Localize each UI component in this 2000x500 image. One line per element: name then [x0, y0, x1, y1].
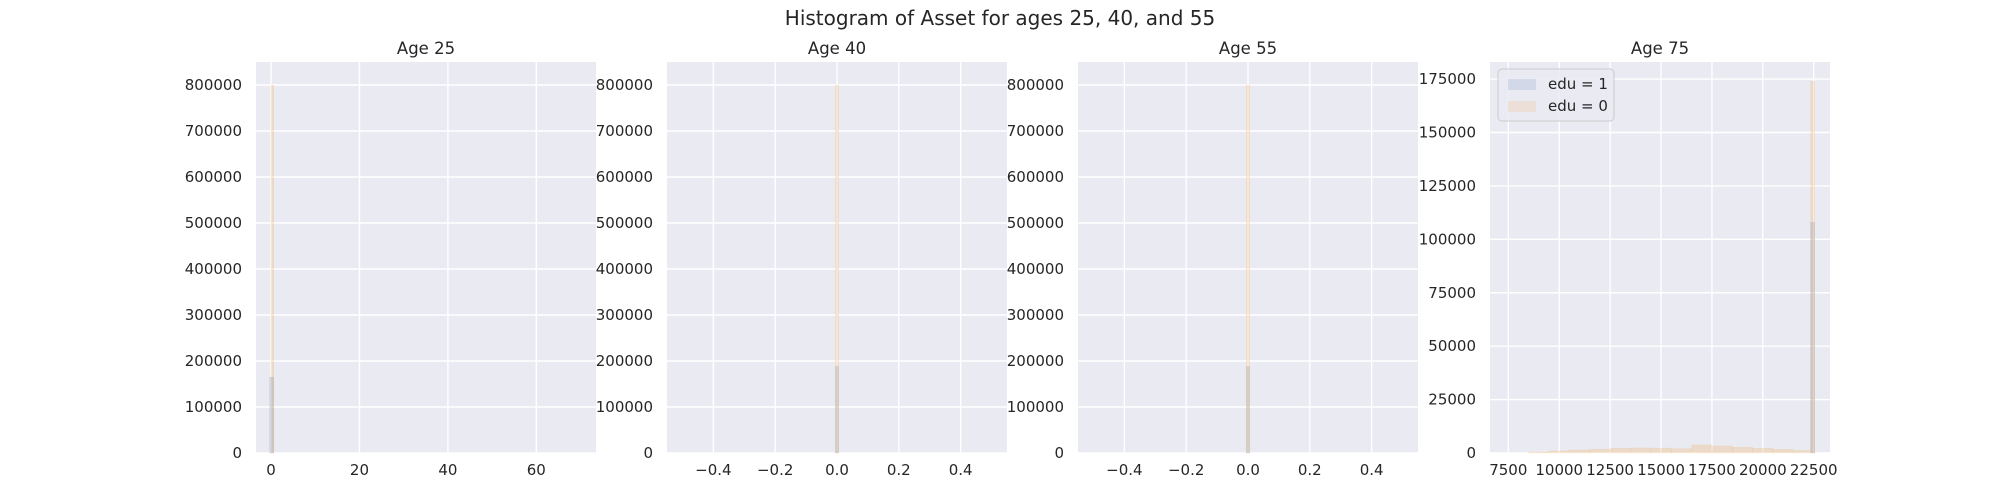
y-tick-label: 400000	[1007, 260, 1064, 278]
x-tick-label: 22500	[1790, 461, 1838, 479]
histogram-bar	[1793, 450, 1811, 454]
x-tick-label: 7500	[1489, 461, 1527, 479]
histogram-bar	[1589, 448, 1611, 454]
y-tick-label: 800000	[185, 76, 242, 94]
y-tick-label: 175000	[1419, 70, 1476, 88]
y-tick-label: 500000	[596, 214, 653, 232]
histogram-bar	[1732, 446, 1753, 454]
histogram-bar	[1752, 448, 1774, 454]
y-tick-label: 700000	[185, 122, 242, 140]
x-tick-label: 60	[527, 461, 546, 479]
y-tick-label: 200000	[1007, 352, 1064, 370]
subplot-4: 7500 10000 12500 15000 17500 20000 22500 0 25000…	[1419, 39, 1838, 479]
y-tick-label: 25000	[1428, 391, 1476, 409]
plot-area	[256, 62, 596, 453]
subplot-3: −0.4 −0.2 0.0 0.2 0.4 0 100000 200000 300000 4000…	[1007, 39, 1418, 479]
histogram-bar	[270, 84, 274, 454]
histogram-bar	[1528, 451, 1550, 454]
x-tick-label: 0.0	[1236, 461, 1260, 479]
y-tick-label: 200000	[596, 352, 653, 370]
y-tick-label: 300000	[1007, 306, 1064, 324]
y-tick-label: 125000	[1419, 177, 1476, 195]
subplot-title: Age 75	[1631, 39, 1689, 58]
x-tick-label: 0.0	[825, 461, 849, 479]
x-tick-label: 15000	[1637, 461, 1685, 479]
y-tick-label: 800000	[596, 76, 653, 94]
legend-label: edu = 0	[1548, 97, 1608, 115]
x-tick-label: 0.4	[949, 461, 973, 479]
y-tick-label: 100000	[1419, 230, 1476, 248]
histogram-bar	[1810, 221, 1815, 454]
legend-swatch	[1508, 79, 1536, 90]
histogram-bar	[269, 376, 274, 454]
y-tick-label: 0	[232, 444, 242, 462]
y-tick-label: 700000	[1007, 122, 1064, 140]
y-tick-label: 500000	[185, 214, 242, 232]
histogram-bar	[1810, 80, 1815, 454]
y-tick-label: 0	[1054, 444, 1064, 462]
histogram-bar	[1548, 450, 1570, 454]
x-tick-label: −0.2	[1168, 461, 1204, 479]
histogram-bar	[1569, 449, 1591, 454]
x-tick-label: 20	[350, 461, 369, 479]
y-tick-label: 400000	[185, 260, 242, 278]
x-tick-label: 0.2	[887, 461, 911, 479]
subplot-2: −0.4 −0.2 0.0 0.2 0.4 0 100000 200000 300000 4000…	[596, 39, 1007, 479]
y-tick-label: 100000	[185, 398, 242, 416]
x-tick-label: −0.4	[1106, 461, 1142, 479]
y-tick-label: 300000	[596, 306, 653, 324]
legend: edu = 1 edu = 0	[1497, 68, 1615, 122]
x-tick-label: −0.2	[757, 461, 793, 479]
legend-box	[1497, 68, 1615, 122]
y-tick-label: 500000	[1007, 214, 1064, 232]
y-tick-label: 100000	[596, 398, 653, 416]
x-tick-label: 10000	[1535, 461, 1583, 479]
y-tick-label: 800000	[1007, 76, 1064, 94]
y-tick-label: 0	[643, 444, 653, 462]
x-tick-label: 20000	[1739, 461, 1787, 479]
y-tick-label: 0	[1466, 444, 1476, 462]
x-tick-label: 17500	[1688, 461, 1736, 479]
y-tick-label: 200000	[185, 352, 242, 370]
y-tick-label: 50000	[1428, 337, 1476, 355]
x-tick-label: 40	[438, 461, 457, 479]
subplot-title: Age 40	[808, 39, 866, 58]
y-tick-label: 400000	[596, 260, 653, 278]
histogram-bar	[835, 84, 839, 454]
y-tick-label: 600000	[185, 168, 242, 186]
y-tick-label: 100000	[1007, 398, 1064, 416]
histogram-bar	[1650, 447, 1672, 454]
histogram-bar	[1711, 445, 1733, 454]
x-tick-label: 0	[266, 461, 276, 479]
legend-swatch	[1508, 101, 1536, 112]
y-tick-label: 300000	[185, 306, 242, 324]
y-tick-label: 600000	[1007, 168, 1064, 186]
histogram-bar	[1772, 449, 1794, 454]
histogram-bar	[835, 366, 839, 454]
subplot-1: 0 20 40 60 0 100000 200000 300000 400000 500000 60…	[185, 39, 596, 479]
histogram-bar	[1246, 84, 1250, 454]
x-tick-label: 0.4	[1360, 461, 1384, 479]
y-tick-label: 700000	[596, 122, 653, 140]
y-tick-label: 75000	[1428, 284, 1476, 302]
histogram-bar	[1670, 448, 1692, 454]
subplot-title: Age 55	[1219, 39, 1277, 58]
x-tick-label: −0.4	[695, 461, 731, 479]
histogram-bar	[1246, 366, 1250, 454]
subplot-title: Age 25	[397, 39, 455, 58]
histogram-bar	[1630, 447, 1652, 454]
x-tick-label: 0.2	[1298, 461, 1322, 479]
histogram-bar	[1691, 444, 1713, 454]
figure-title: Histogram of Asset for ages 25, 40, and …	[784, 6, 1216, 30]
y-tick-label: 600000	[596, 168, 653, 186]
y-tick-label: 150000	[1419, 124, 1476, 142]
plot-area	[1490, 62, 1830, 453]
legend-label: edu = 1	[1548, 75, 1608, 93]
x-tick-label: 12500	[1586, 461, 1634, 479]
histogram-bar	[1609, 448, 1631, 454]
